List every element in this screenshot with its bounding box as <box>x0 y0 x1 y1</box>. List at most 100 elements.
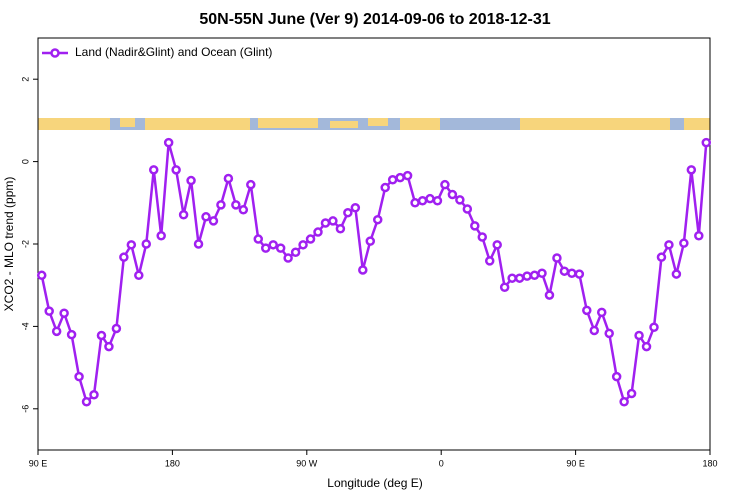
data-point <box>335 224 346 234</box>
data-point <box>126 240 137 250</box>
data-point <box>694 231 704 241</box>
x-tick-label: 0 <box>439 458 444 468</box>
legend-marker <box>50 48 60 58</box>
data-point <box>231 200 241 210</box>
data-point <box>171 165 181 175</box>
data-point <box>596 307 607 318</box>
x-tick-label: 90 E <box>566 458 585 468</box>
data-point <box>410 198 420 208</box>
data-point <box>260 243 271 253</box>
data-point <box>559 266 570 276</box>
data-point <box>208 216 219 226</box>
x-tick-label: 180 <box>702 458 717 468</box>
data-point <box>134 270 144 281</box>
data-point <box>193 239 204 249</box>
data-point <box>104 341 114 352</box>
data-point <box>74 371 84 382</box>
data-point <box>499 282 510 293</box>
data-point <box>141 239 152 249</box>
data-point <box>402 170 413 181</box>
data-point <box>350 202 361 213</box>
y-tick-label: -6 <box>20 405 30 413</box>
data-point <box>328 216 338 226</box>
data-point <box>298 240 308 250</box>
data-point <box>395 172 405 183</box>
data-point <box>634 330 644 341</box>
chart-title: 50N-55N June (Ver 9) 2014-09-06 to 2018-… <box>199 11 550 28</box>
data-point <box>619 397 629 407</box>
data-point <box>216 200 226 210</box>
data-point <box>686 165 697 175</box>
data-point <box>649 322 659 332</box>
x-axis-label: Longitude (deg E) <box>327 476 422 490</box>
data-point <box>552 253 562 263</box>
data-point <box>238 205 249 215</box>
y-tick-label: 0 <box>20 159 30 164</box>
data-point <box>664 240 674 250</box>
data-point <box>440 179 450 190</box>
data-point <box>380 182 390 193</box>
data-point <box>477 232 488 242</box>
data-point <box>156 231 166 241</box>
y-tick-label: 2 <box>20 77 30 82</box>
data-point <box>522 271 532 281</box>
data-point <box>611 371 622 382</box>
data-point <box>447 189 458 200</box>
data-point <box>425 193 435 204</box>
data-point <box>679 238 689 248</box>
data-point <box>544 290 555 300</box>
data-point <box>387 174 398 185</box>
data-point <box>178 209 189 220</box>
data-point <box>358 265 368 275</box>
data-point <box>455 195 465 205</box>
data-point <box>283 253 293 263</box>
data-point <box>186 175 196 186</box>
data-point <box>432 195 443 206</box>
data-point <box>589 325 600 336</box>
data-point <box>641 341 652 352</box>
legend-label: Land (Nadir&Glint) and Ocean (Glint) <box>75 45 272 59</box>
data-point <box>365 236 376 246</box>
data-point <box>372 214 383 225</box>
data-point <box>492 240 502 250</box>
data-point <box>320 218 331 228</box>
x-tick-label: 90 W <box>296 458 318 468</box>
data-point <box>313 227 323 237</box>
data-point <box>417 195 428 206</box>
data-point <box>537 268 547 279</box>
data-point <box>59 308 69 318</box>
data-point <box>507 273 517 283</box>
data-point <box>89 390 99 400</box>
data-point <box>275 243 286 253</box>
data-point <box>626 388 637 399</box>
data-point <box>671 269 682 279</box>
land-ocean-strip <box>38 118 710 130</box>
data-point <box>163 137 174 148</box>
data-point <box>343 207 353 218</box>
data-point <box>44 306 54 316</box>
data-point <box>253 234 264 244</box>
data-point <box>148 165 159 175</box>
data-point <box>51 326 62 337</box>
data-point <box>574 269 585 279</box>
data-point <box>81 397 92 407</box>
data-point <box>470 221 480 231</box>
data-point <box>290 247 301 257</box>
data-point <box>223 173 234 184</box>
data-point <box>201 212 211 222</box>
data-point <box>36 270 47 281</box>
data-point <box>514 273 525 283</box>
data-point <box>701 137 712 148</box>
data-point <box>268 240 278 250</box>
data-point <box>96 330 107 341</box>
data-point <box>462 204 473 214</box>
data-point <box>529 270 540 281</box>
y-tick-label: -2 <box>20 240 30 248</box>
data-point <box>604 328 614 339</box>
data-point <box>66 329 77 340</box>
data-point <box>484 256 495 266</box>
data-point <box>305 234 316 244</box>
y-axis-label: XCO2 - MLO trend (ppm) <box>2 177 16 312</box>
data-point <box>246 179 256 190</box>
